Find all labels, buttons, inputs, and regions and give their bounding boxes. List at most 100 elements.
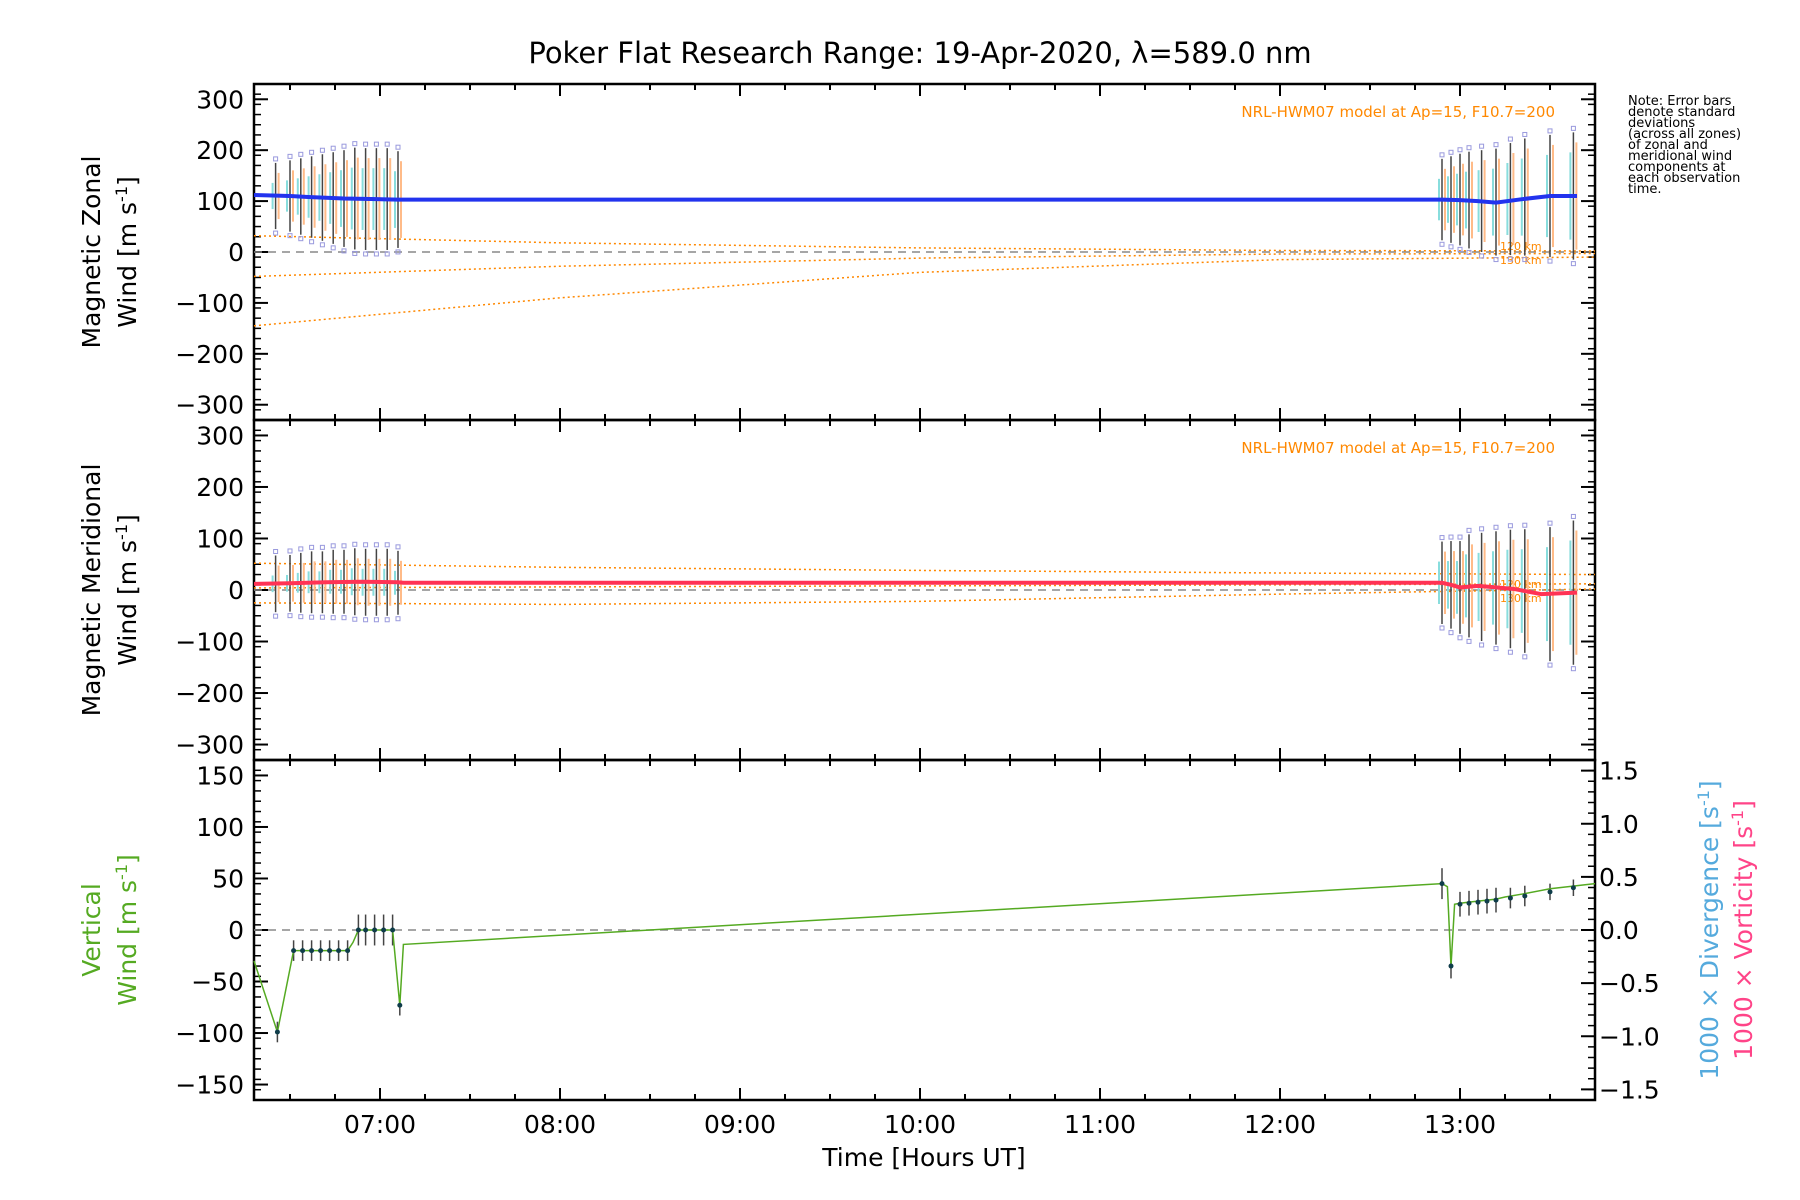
zone-point: [363, 251, 369, 257]
model-curve: [253, 256, 1596, 327]
zone-point: [1448, 534, 1454, 540]
zone-point: [1547, 662, 1553, 668]
y-tick-label: 0: [228, 238, 244, 267]
zone-point: [341, 248, 347, 254]
y-tick-label: −100: [175, 628, 244, 657]
y-tick-label: −150: [175, 1071, 244, 1100]
zone-point: [1522, 654, 1528, 660]
zone-point: [330, 245, 336, 251]
data-point: [1522, 893, 1528, 899]
right-y-tick-label: 1.5: [1599, 757, 1639, 786]
zone-point: [1507, 256, 1513, 262]
zone-point: [1570, 666, 1576, 672]
note-line: Note: Error bars: [1628, 94, 1732, 109]
zone-point: [273, 156, 279, 162]
note-line: deviations: [1628, 116, 1696, 131]
y-axis-label: Vertical Wind [m s-1]: [77, 854, 142, 1006]
data-point: [300, 948, 306, 954]
zone-point: [1439, 625, 1445, 631]
y-axis-label-line2: Wind [m s-1]: [112, 176, 143, 328]
data-point: [309, 948, 315, 954]
data-point: [372, 927, 378, 933]
zone-point: [1439, 152, 1445, 158]
data-point: [355, 927, 361, 933]
zone-point: [395, 544, 401, 550]
zone-point: [319, 544, 325, 550]
zone-point: [352, 141, 358, 147]
data-point: [1457, 901, 1463, 907]
y-tick-label: −200: [175, 679, 244, 708]
data-point: [1448, 963, 1454, 969]
y-tick-label: −300: [175, 731, 244, 760]
zone-point: [1570, 261, 1576, 267]
zone-point: [1547, 128, 1553, 134]
data-point: [381, 927, 387, 933]
zone-point: [1466, 527, 1472, 533]
y-tick-label: 100: [196, 187, 244, 216]
zone-point: [1479, 642, 1485, 648]
zone-point: [373, 542, 379, 548]
y-axis-label: Magnetic Meridional Wind [m s-1]: [77, 464, 142, 717]
zone-point: [1457, 635, 1463, 641]
note-line: time.: [1628, 182, 1662, 197]
y-tick-label: −200: [175, 340, 244, 369]
zone-point: [319, 242, 325, 248]
zone-point: [395, 144, 401, 150]
zone-point: [298, 236, 304, 242]
zone-point: [1448, 244, 1454, 250]
zone-point: [1507, 136, 1513, 142]
zone-point: [384, 542, 390, 548]
zone-point: [384, 141, 390, 147]
x-tick-label: 07:00: [344, 1110, 416, 1139]
zone-point: [330, 615, 336, 621]
y-axis-label-line1: Magnetic Zonal: [77, 156, 106, 349]
data-point: [390, 927, 396, 933]
y-axis-label-line2: Wind [m s-1]: [112, 854, 143, 1006]
zone-point: [319, 614, 325, 620]
zone-point: [1522, 257, 1528, 263]
zone-point: [1479, 526, 1485, 532]
data-point: [363, 927, 369, 933]
zone-point: [1479, 253, 1485, 259]
zone-point: [1439, 535, 1445, 541]
y-axis-label-line2: Wind [m s-1]: [112, 514, 143, 666]
zone-point: [1570, 513, 1576, 519]
y-tick-label: 300: [196, 421, 244, 450]
zone-point: [1522, 131, 1528, 137]
zone-point: [1457, 534, 1463, 540]
zone-point: [395, 249, 401, 255]
data-point: [274, 1029, 280, 1035]
zone-point: [1457, 147, 1463, 153]
data-point: [291, 948, 297, 954]
series-line-vertical: [253, 882, 1596, 1035]
series-line-meridional: [253, 579, 1578, 597]
zone-point: [352, 541, 358, 547]
zone-point: [341, 615, 347, 621]
right-y-tick-label: −0.5: [1599, 969, 1660, 998]
model-curve: [253, 588, 1596, 606]
data-point: [1484, 898, 1490, 904]
x-axis-title: Time [Hours UT]: [821, 1143, 1025, 1172]
data-point: [1493, 897, 1499, 903]
y-tick-label: 100: [196, 524, 244, 553]
zone-point: [363, 617, 369, 623]
zone-point: [298, 151, 304, 157]
data-point: [1547, 889, 1553, 895]
data-point: [1475, 899, 1481, 905]
zone-point: [287, 233, 293, 239]
right-y-tick-label: −1.0: [1599, 1022, 1660, 1051]
x-tick-label: 11:00: [1064, 1110, 1136, 1139]
y-tick-label: 200: [196, 136, 244, 165]
x-tick-label: 10:00: [884, 1110, 956, 1139]
y-tick-label: −50: [191, 968, 244, 997]
chart-title: Poker Flat Research Range: 19-Apr-2020, …: [528, 36, 1311, 70]
zone-point: [1493, 646, 1499, 652]
zone-point: [1493, 257, 1499, 263]
zone-point: [1507, 523, 1513, 529]
model-curve: [253, 562, 1596, 576]
panel-zonal: −300 −200 −100 0 100 200 300 Magnetic Zonal Wind…: [77, 82, 1597, 422]
model-curve: [253, 234, 1596, 252]
y-axis-label-line1: Vertical: [77, 883, 106, 977]
y-tick-label: 150: [196, 761, 244, 790]
data-point: [327, 948, 333, 954]
